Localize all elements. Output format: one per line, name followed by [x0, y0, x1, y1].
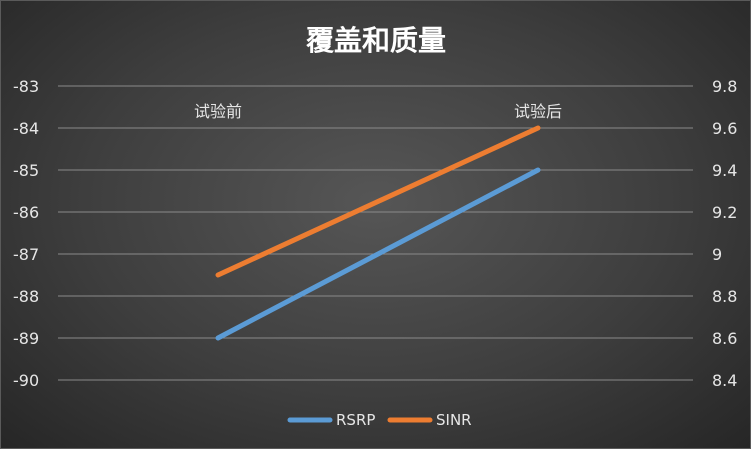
grid-lines: [58, 85, 693, 381]
left-axis-tick-label: -84: [13, 119, 39, 138]
left-axis-ticks: -83 -84 -85 -86 -87 -88 -89 -90: [13, 77, 39, 390]
category-label: 试验前: [194, 102, 242, 121]
left-axis-tick-label: -83: [13, 77, 39, 96]
series-lines: [215, 125, 541, 341]
right-axis-tick-label: 9: [712, 245, 722, 264]
legend: RSRP SINR: [287, 411, 472, 429]
right-axis-tick-label: 9.6: [712, 119, 737, 138]
legend-label-sinr: SINR: [436, 411, 472, 429]
category-labels: 试验前 试验后: [194, 102, 562, 121]
left-axis-tick-label: -89: [13, 329, 39, 348]
chart-title: 覆盖和质量: [305, 24, 446, 57]
right-axis-tick-label: 8.6: [712, 329, 737, 348]
left-axis-tick-label: -90: [13, 371, 39, 390]
series-line-rsrp: [215, 167, 541, 341]
right-axis-tick-label: 9.8: [712, 77, 737, 96]
right-axis-ticks: 9.8 9.6 9.4 9.2 9 8.8 8.6 8.4: [712, 77, 737, 390]
left-axis-tick-label: -85: [13, 161, 39, 180]
legend-label-rsrp: RSRP: [336, 411, 375, 429]
left-axis-tick-label: -86: [13, 203, 39, 222]
left-axis-tick-label: -87: [13, 245, 39, 264]
right-axis-tick-label: 8.4: [712, 371, 737, 390]
category-label: 试验后: [514, 102, 562, 121]
series-line-sinr: [215, 125, 541, 278]
left-axis-tick-label: -88: [13, 287, 39, 306]
right-axis-tick-label: 9.4: [712, 161, 737, 180]
right-axis-tick-label: 9.2: [712, 203, 737, 222]
right-axis-tick-label: 8.8: [712, 287, 737, 306]
